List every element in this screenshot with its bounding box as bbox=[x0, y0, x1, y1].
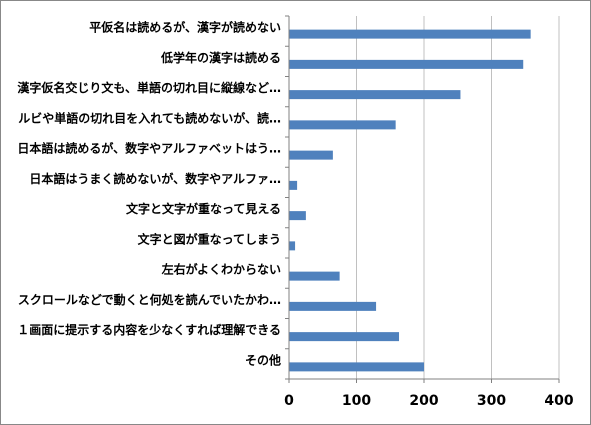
x-tick-label-300: 300 bbox=[477, 393, 506, 409]
category-label-12: その他 bbox=[245, 352, 281, 367]
category-label-10: スクロールなどで動くと何処を読んでいたかわ… bbox=[18, 292, 281, 307]
category-label-7: 文字と文字が重なって見える bbox=[126, 201, 281, 216]
x-tick-label-100: 100 bbox=[342, 393, 371, 409]
x-tick-label-200: 200 bbox=[409, 393, 438, 409]
bar-9 bbox=[289, 271, 340, 281]
bars bbox=[289, 29, 531, 372]
category-labels: 平仮名は読めるが、漢字が読めない低学年の漢字は読める漢字仮名交じり文も、単語の切… bbox=[17, 20, 281, 368]
category-label-1: 平仮名は読めるが、漢字が読めない bbox=[89, 20, 281, 35]
bar-6 bbox=[289, 180, 298, 190]
category-label-11: １画面に提示する内容を少なくすれば理解できる bbox=[17, 322, 281, 337]
category-label-9: 左右がよくわからない bbox=[161, 262, 281, 277]
bar-3 bbox=[289, 90, 461, 100]
bar-4 bbox=[289, 120, 396, 130]
bar-11 bbox=[289, 332, 400, 342]
category-label-2: 低学年の漢字は読める bbox=[160, 50, 281, 65]
x-tick-label-400: 400 bbox=[544, 393, 573, 409]
bar-10 bbox=[289, 301, 377, 311]
bar-12 bbox=[289, 362, 424, 372]
bar-8 bbox=[289, 241, 296, 251]
bar-1 bbox=[289, 29, 531, 39]
grid-lines bbox=[356, 16, 560, 379]
category-label-5: 日本語は読めるが、数字やアルファベットはう… bbox=[17, 141, 281, 156]
x-tick-label-0: 0 bbox=[284, 393, 294, 409]
bar-7 bbox=[289, 211, 306, 221]
category-label-6: 日本語はうまく読めないが、数字やアルファ… bbox=[29, 171, 281, 186]
bar-5 bbox=[289, 150, 333, 160]
category-label-3: 漢字仮名交じり文も、単語の切れ目に縦線など… bbox=[17, 80, 281, 95]
category-label-8: 文字と図が重なってしまう bbox=[138, 231, 281, 246]
tick-labels: 0 100 200 300 400 bbox=[284, 393, 574, 409]
category-label-4: ルビや単語の切れ目を入れても読めないが、読… bbox=[18, 110, 281, 125]
bar-2 bbox=[289, 59, 524, 69]
axes bbox=[285, 15, 560, 383]
